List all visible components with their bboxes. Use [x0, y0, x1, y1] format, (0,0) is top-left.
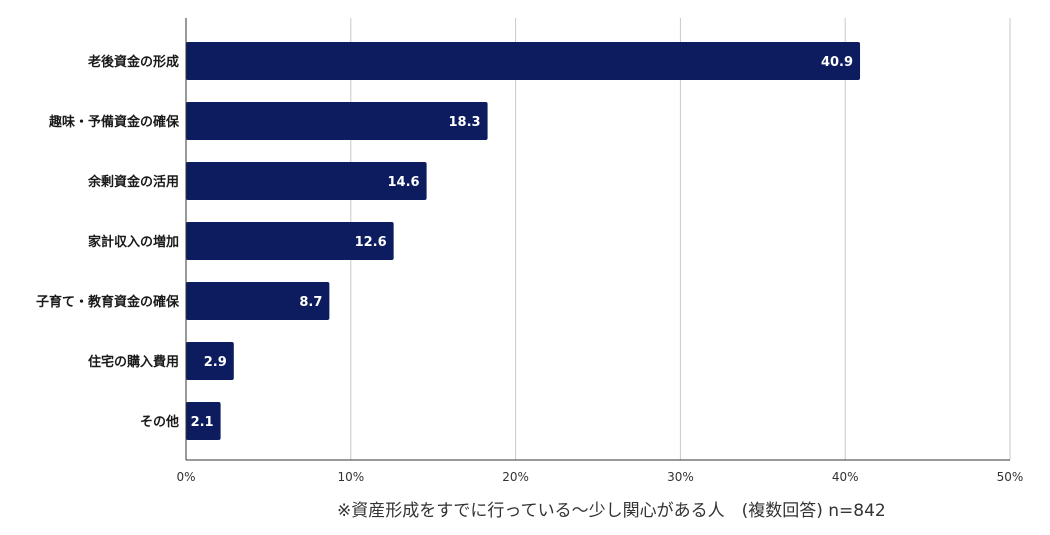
bar — [186, 222, 394, 260]
bar — [186, 162, 427, 200]
bar-value-label: 12.6 — [355, 235, 387, 250]
x-tick-label: 10% — [337, 470, 364, 484]
x-tick-label: 0% — [176, 470, 195, 484]
x-axis-ticks: 0% 10% 20% 30% 40% 50% — [176, 470, 1023, 484]
bar — [186, 402, 221, 440]
bar — [186, 342, 234, 380]
x-tick-label: 40% — [832, 470, 859, 484]
category-label: 子育て・教育資金の確保 — [36, 294, 180, 310]
bar-value-label: 40.9 — [821, 55, 853, 70]
bar — [186, 282, 330, 320]
gridlines — [350, 18, 1011, 460]
x-tick-label: 50% — [997, 470, 1024, 484]
bar — [186, 42, 861, 80]
bar-value-label: 18.3 — [449, 115, 481, 130]
bar-value-label: 2.9 — [204, 355, 227, 370]
bar — [186, 102, 488, 140]
bar-value-label: 8.7 — [299, 295, 322, 310]
category-label: その他 — [140, 414, 179, 430]
category-label: 老後資金の形成 — [87, 54, 179, 70]
category-label: 余剰資金の活用 — [87, 174, 179, 190]
bars: 40.9 18.3 14.6 12.6 8.7 2.9 2.1 — [186, 42, 861, 440]
category-labels: 老後資金の形成趣味・予備資金の確保余剰資金の活用家計収入の増加子育て・教育資金の… — [36, 54, 180, 430]
category-label: 住宅の購入費用 — [88, 354, 179, 370]
footnote: ※資産形成をすでに行っている～少し関心がある人 (複数回答) n=842 — [337, 501, 886, 521]
bar-value-label: 2.1 — [191, 415, 214, 430]
x-tick-label: 20% — [502, 470, 529, 484]
category-label: 家計収入の増加 — [88, 234, 179, 250]
category-label: 趣味・予備資金の確保 — [48, 114, 180, 130]
x-tick-label: 30% — [667, 470, 694, 484]
bar-value-label: 14.6 — [388, 175, 420, 190]
